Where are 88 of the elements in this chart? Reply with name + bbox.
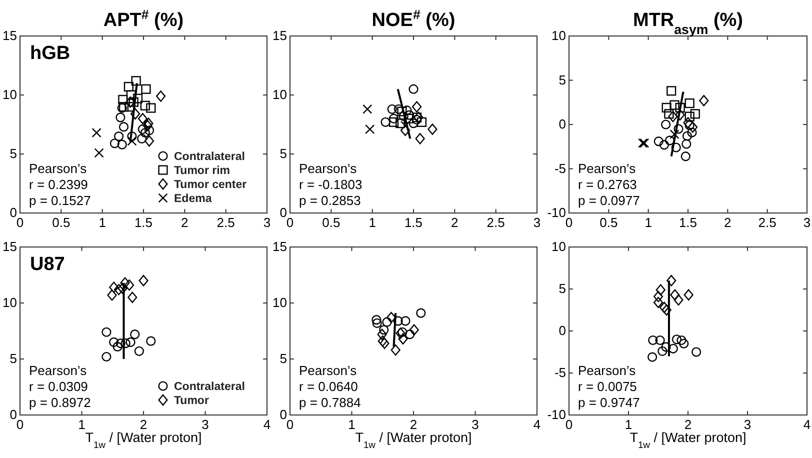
y-tick-label: 15 (2, 28, 17, 43)
y-tick-label: 15 (2, 239, 17, 254)
y-tick-label: 5 (558, 281, 566, 296)
y-tick-label: 0 (558, 116, 566, 132)
legend-label: Tumor center (174, 179, 248, 191)
x-tick-label: 3 (263, 215, 271, 230)
annotation: r = 0.0075 (578, 379, 637, 394)
x-tick-label: 2 (410, 417, 418, 432)
x-tick-label: 1 (368, 215, 376, 230)
y-tick-label: 10 (2, 87, 17, 102)
y-tick-label: 0 (10, 407, 17, 422)
annotation: p = 0.0977 (578, 193, 640, 208)
y-tick-label: -5 (554, 365, 566, 380)
y-tick-label: 10 (552, 28, 566, 43)
x-tick-label: 1.5 (134, 215, 153, 230)
y-tick-label: 10 (552, 239, 566, 254)
x-tick-label: 2.5 (758, 215, 776, 230)
annotation: r = 0.0309 (29, 379, 88, 394)
x-tick-label: 3 (472, 417, 479, 432)
x-tick-label: 2 (140, 417, 148, 432)
y-tick-label: 5 (10, 351, 17, 366)
x-tick-label: 3 (533, 215, 541, 230)
x-tick-label: 3 (803, 215, 811, 230)
x-tick-label: 2 (724, 215, 732, 230)
x-tick-label: 2.5 (216, 215, 235, 230)
x-tick-label: 1 (98, 215, 106, 230)
x-axis-title: T$_{1w}$ / [Water proton] (355, 430, 472, 450)
y-tick-label: 0 (10, 205, 17, 220)
y-tick-label: -5 (554, 160, 566, 176)
legend-label: Tumor (174, 395, 210, 407)
x-tick-label: 2.5 (486, 215, 505, 230)
x-tick-label: 1 (78, 417, 86, 432)
legend-label: Contralateral (174, 381, 245, 393)
y-tick-label: 5 (280, 146, 287, 161)
y-tick-label: 5 (10, 146, 17, 161)
x-tick-label: 0.5 (322, 215, 340, 230)
annotation: Pearson’s (578, 161, 636, 176)
annotation: r = 0.2763 (578, 177, 637, 192)
annotation: Pearson’s (29, 363, 88, 378)
chart-title: MTR$_{asym}$ (%) (633, 10, 743, 36)
annotation: r = 0.0640 (299, 379, 358, 394)
annotation: Pearson’s (299, 363, 358, 378)
annotation: p = 0.9747 (578, 395, 640, 410)
x-tick-label: 4 (533, 417, 541, 432)
annotation: r = -0.1803 (299, 177, 362, 192)
annotation: hGB (30, 43, 70, 64)
y-tick-label: 10 (272, 87, 287, 102)
y-tick-label: -10 (547, 205, 566, 220)
x-tick-label: 1 (348, 417, 356, 432)
y-tick-label: 5 (558, 72, 566, 88)
y-tick-label: 10 (272, 295, 287, 310)
x-tick-label: 0.5 (600, 215, 618, 230)
x-tick-label: 2 (684, 417, 692, 432)
x-tick-label: 3 (744, 417, 752, 432)
y-tick-label: 0 (558, 323, 566, 338)
x-tick-label: 1.5 (404, 215, 423, 230)
x-axis-title: T$_{1w}$ / [Water proton] (630, 430, 746, 450)
annotation: Pearson’s (299, 161, 358, 176)
annotation: Pearson’s (578, 363, 636, 378)
y-tick-label: 10 (2, 295, 17, 310)
x-tick-label: 4 (803, 417, 811, 432)
annotation: p = 0.2853 (299, 193, 361, 208)
y-tick-label: 0 (280, 205, 287, 220)
legend-label: Tumor rim (174, 165, 230, 177)
x-tick-label: 1 (624, 417, 632, 432)
annotation: p = 0.8972 (29, 395, 91, 410)
y-tick-label: 0 (280, 407, 287, 422)
x-axis-title: T$_{1w}$ / [Water proton] (85, 430, 202, 450)
x-tick-label: 0.5 (52, 215, 70, 230)
chart-title: NOE$^{#}$ (%) (372, 6, 456, 31)
chart-title: APT$^{#}$ (%) (103, 6, 184, 31)
x-tick-label: 2 (451, 215, 458, 230)
annotation: U87 (30, 254, 65, 275)
x-tick-label: 2 (181, 215, 188, 230)
y-tick-label: 5 (280, 351, 287, 366)
x-tick-label: 1.5 (678, 215, 698, 230)
y-tick-label: 15 (272, 28, 287, 43)
y-tick-label: 15 (272, 239, 287, 254)
annotation: p = 0.1527 (29, 193, 91, 208)
annotation: r = 0.2399 (29, 177, 88, 192)
annotation: p = 0.7884 (299, 395, 361, 410)
legend-label: Contralateral (174, 151, 245, 163)
x-tick-label: 1 (644, 215, 652, 230)
x-tick-label: 4 (263, 417, 271, 432)
legend-label: Edema (174, 193, 212, 205)
y-tick-label: -10 (547, 407, 566, 422)
x-tick-label: 3 (202, 417, 209, 432)
annotation: Pearson’s (29, 161, 88, 176)
